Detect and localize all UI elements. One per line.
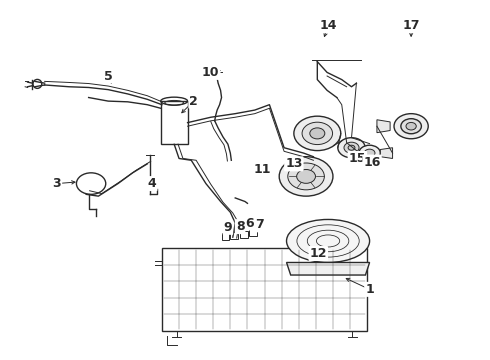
Text: 16: 16 bbox=[364, 156, 381, 168]
Circle shape bbox=[394, 114, 428, 139]
Circle shape bbox=[294, 116, 341, 150]
Circle shape bbox=[348, 145, 355, 150]
Circle shape bbox=[310, 128, 325, 139]
Text: 9: 9 bbox=[223, 221, 232, 234]
Polygon shape bbox=[377, 120, 390, 133]
Text: 6: 6 bbox=[245, 216, 254, 230]
Circle shape bbox=[288, 163, 324, 190]
Circle shape bbox=[401, 119, 421, 134]
Text: 12: 12 bbox=[310, 247, 327, 260]
Text: 7: 7 bbox=[255, 218, 264, 231]
Text: 10: 10 bbox=[202, 66, 220, 79]
Polygon shape bbox=[380, 148, 392, 158]
Text: 2: 2 bbox=[189, 95, 198, 108]
Ellipse shape bbox=[287, 220, 369, 262]
Text: 1: 1 bbox=[365, 283, 374, 296]
Text: 13: 13 bbox=[285, 157, 302, 170]
Circle shape bbox=[279, 157, 333, 196]
Text: 5: 5 bbox=[104, 69, 113, 82]
Text: 8: 8 bbox=[236, 220, 245, 233]
Circle shape bbox=[296, 170, 316, 183]
Polygon shape bbox=[287, 262, 369, 275]
Circle shape bbox=[344, 142, 359, 153]
Circle shape bbox=[302, 122, 333, 145]
Text: 4: 4 bbox=[148, 177, 156, 190]
Circle shape bbox=[364, 149, 375, 157]
Circle shape bbox=[359, 145, 380, 161]
Circle shape bbox=[406, 122, 416, 130]
Circle shape bbox=[338, 138, 365, 158]
Text: 14: 14 bbox=[319, 19, 337, 32]
Text: 15: 15 bbox=[348, 152, 366, 165]
Text: 11: 11 bbox=[253, 163, 271, 176]
Text: 17: 17 bbox=[402, 19, 420, 32]
Text: 3: 3 bbox=[52, 177, 61, 190]
